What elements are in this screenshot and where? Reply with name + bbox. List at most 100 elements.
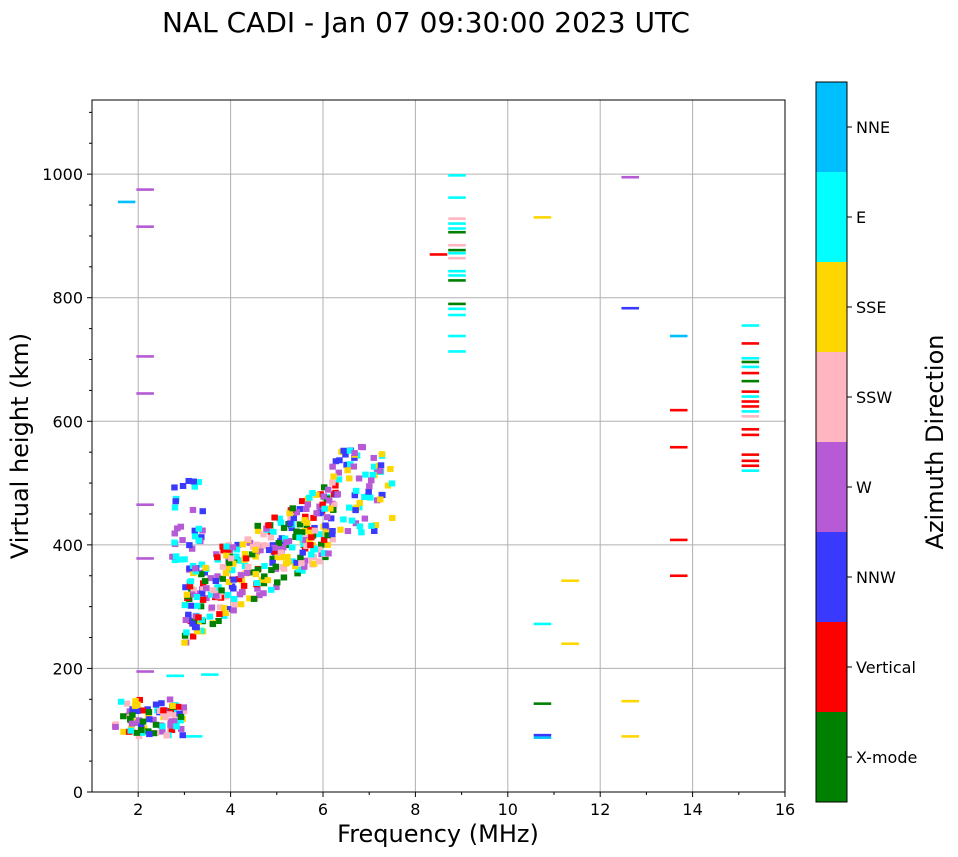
echo-cell <box>219 575 226 582</box>
echo-cell <box>273 579 281 586</box>
echo-cell <box>219 543 226 550</box>
echo-mark <box>448 279 466 282</box>
echo-cell <box>239 541 246 548</box>
echo-cell <box>201 569 208 576</box>
chart-title: NAL CADI - Jan 07 09:30:00 2023 UTC <box>162 6 690 39</box>
echo-mark <box>166 674 184 678</box>
echo-cell <box>139 718 147 725</box>
echo-cell <box>324 486 332 493</box>
x-tick-label: 8 <box>410 800 420 819</box>
echo-cell <box>351 454 358 461</box>
echo-cell <box>265 547 273 554</box>
echo-cell <box>351 492 359 499</box>
echo-cell <box>304 501 311 508</box>
echo-cell <box>307 542 314 549</box>
echo-cell <box>306 529 314 536</box>
x-tick-label: 16 <box>775 800 795 819</box>
echo-mark <box>741 356 760 360</box>
echo-mark <box>136 188 154 191</box>
y-tick-label: 1000 <box>42 165 83 184</box>
echo-mark <box>448 227 466 230</box>
echo-cell <box>268 567 275 574</box>
x-axis-label: Frequency (MHz) <box>337 820 539 848</box>
echo-cell <box>293 528 300 535</box>
echo-cell <box>171 712 179 719</box>
echo-cell <box>134 701 141 708</box>
echo-cell <box>280 574 288 581</box>
echo-cell <box>288 544 296 551</box>
echo-cell <box>294 570 301 577</box>
echo-cell <box>302 513 309 520</box>
echo-cell <box>271 514 278 521</box>
echo-mark <box>533 216 552 219</box>
echo-cell <box>344 528 352 535</box>
echo-cell <box>198 561 206 568</box>
echo-cell <box>296 534 303 541</box>
echo-cell <box>127 727 134 734</box>
echo-mark <box>741 433 760 437</box>
colorbar-segment <box>816 532 847 622</box>
echo-cell <box>329 536 336 543</box>
echo-cell <box>335 476 343 483</box>
echo-cell <box>318 541 325 548</box>
echo-cell <box>329 463 336 470</box>
echo-cell <box>228 567 236 574</box>
echo-cell <box>169 702 176 709</box>
echo-cell <box>174 525 181 532</box>
echo-cell <box>340 516 347 523</box>
colorbar-category-label: NNW <box>856 568 896 587</box>
echo-cell <box>252 546 259 553</box>
echo-cell <box>261 573 268 580</box>
echo-cell <box>198 571 205 578</box>
echo-cell <box>352 520 360 527</box>
echo-cell <box>181 639 188 646</box>
echo-cell <box>123 700 131 707</box>
colorbar-category-label: SSE <box>856 298 886 317</box>
echo-cell <box>156 707 164 714</box>
echo-cell <box>260 580 268 587</box>
echo-mark <box>669 574 688 578</box>
echo-cell <box>195 479 202 486</box>
echo-cell <box>347 461 354 468</box>
echo-cell <box>290 515 298 522</box>
echo-cell <box>132 698 139 705</box>
echo-cell <box>185 477 192 484</box>
echo-cell <box>296 521 304 528</box>
echo-cell <box>348 517 356 524</box>
echo-cell <box>301 563 308 570</box>
echo-cell <box>277 519 285 526</box>
echo-cell <box>315 531 323 538</box>
echo-cell <box>361 515 369 522</box>
echo-cell <box>214 573 221 580</box>
echo-mark <box>669 408 688 412</box>
echo-mark <box>136 392 154 395</box>
echo-cell <box>345 504 353 511</box>
echo-cell <box>351 450 358 457</box>
echo-cell <box>194 602 201 609</box>
echo-cell <box>313 491 320 498</box>
echo-cell <box>378 491 386 498</box>
echo-cell <box>254 542 261 549</box>
x-tick-label: 12 <box>590 800 610 819</box>
echo-cell <box>214 554 221 561</box>
echo-cell <box>258 576 266 583</box>
echo-mark <box>741 410 760 413</box>
echo-cell <box>352 487 360 494</box>
echo-cell <box>271 544 278 551</box>
echo-cell <box>317 509 324 516</box>
echo-cell <box>254 566 262 573</box>
echo-cell <box>371 528 378 535</box>
echo-cell <box>299 567 306 574</box>
echo-cell <box>210 587 217 594</box>
echo-mark <box>448 334 466 338</box>
echo-mark <box>448 307 466 311</box>
echo-cell <box>324 541 332 548</box>
echo-cell <box>168 726 176 733</box>
echo-cell <box>302 537 309 544</box>
echo-mark <box>741 395 760 398</box>
echo-cell <box>223 543 230 550</box>
echo-cell <box>159 728 166 735</box>
echo-cell <box>172 498 179 505</box>
echo-cell <box>248 569 256 576</box>
echo-cell <box>319 501 326 508</box>
